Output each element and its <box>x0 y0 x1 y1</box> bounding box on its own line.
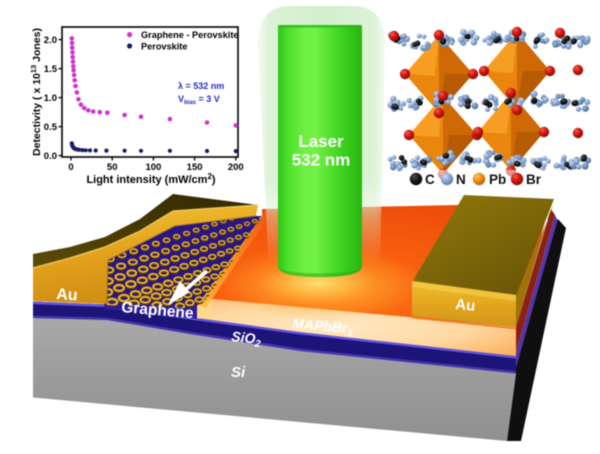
svg-text:Laser: Laser <box>298 132 344 151</box>
svg-text:Perovskite: Perovskite <box>141 41 187 51</box>
svg-text:2.0: 2.0 <box>44 35 57 46</box>
svg-text:200: 200 <box>228 162 244 173</box>
svg-text:λ = 532 nm: λ = 532 nm <box>178 81 224 91</box>
svg-text:C: C <box>425 172 435 187</box>
svg-text:Au: Au <box>455 296 476 315</box>
svg-text:Light intensity (mW/cm2): Light intensity (mW/cm2) <box>86 172 215 186</box>
svg-text:1.5: 1.5 <box>44 64 58 75</box>
svg-text:Graphene: Graphene <box>121 299 195 322</box>
svg-text:100: 100 <box>145 162 161 173</box>
svg-text:Au: Au <box>56 286 78 304</box>
svg-text:1.0: 1.0 <box>44 93 57 104</box>
svg-text:532 nm: 532 nm <box>292 151 351 170</box>
svg-text:Si: Si <box>231 364 246 381</box>
svg-text:0.0: 0.0 <box>44 151 57 162</box>
svg-text:50: 50 <box>107 162 118 173</box>
svg-text:SiO2: SiO2 <box>230 328 262 350</box>
svg-text:0.5: 0.5 <box>44 122 58 133</box>
svg-text:Pb: Pb <box>489 172 506 187</box>
svg-text:Br: Br <box>526 172 542 187</box>
svg-text:150: 150 <box>187 162 203 173</box>
svg-text:0: 0 <box>68 162 73 173</box>
svg-text:N: N <box>456 172 466 187</box>
svg-text:Graphene - Perovskite: Graphene - Perovskite <box>141 30 239 40</box>
svg-text:Detectivity ( x 1013 Jones): Detectivity ( x 1013 Jones) <box>29 28 43 156</box>
